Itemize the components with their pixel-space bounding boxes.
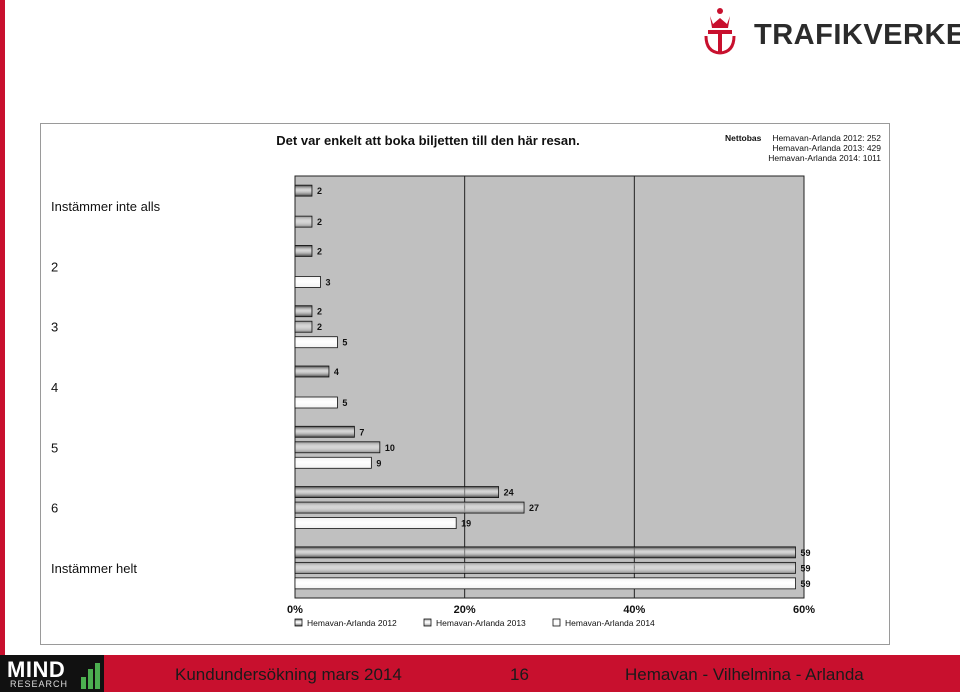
bar-value-label: 7 [359, 427, 364, 437]
bar-value-label: 3 [325, 277, 330, 287]
legend-swatch [294, 618, 303, 627]
base-note-line: Hemavan-Arlanda 2012: 252 [772, 133, 881, 143]
bar [294, 561, 796, 574]
bar [294, 577, 796, 590]
mind-research-logo: MIND RESEARCH [0, 655, 104, 692]
x-tick-label: 60% [793, 604, 815, 616]
bar-value-label: 5 [342, 338, 347, 348]
page-number: 16 [510, 665, 529, 684]
category-label: 4 [51, 380, 58, 395]
bar [294, 517, 457, 529]
footer-route: Hemavan - Vilhelmina - Arlanda [625, 665, 864, 684]
x-tick-label: 20% [454, 604, 476, 616]
bar-value-label: 2 [317, 322, 322, 332]
bar [294, 456, 372, 469]
bar-value-label: 2 [317, 186, 322, 196]
bar-value-label: 5 [342, 398, 347, 408]
bar-value-label: 59 [801, 579, 811, 589]
bar [294, 184, 313, 197]
x-tick-label: 0% [287, 604, 303, 616]
legend-label: Hemavan-Arlanda 2013 [436, 618, 526, 628]
bar-value-label: 4 [334, 367, 339, 377]
chart-title: Det var enkelt att boka biljetten till d… [276, 133, 579, 148]
bar [294, 396, 338, 409]
category-label: 6 [51, 501, 58, 516]
bar [294, 320, 313, 333]
category-label: Instämmer inte alls [51, 199, 161, 214]
bar-value-label: 24 [504, 488, 514, 498]
legend-label: Hemavan-Arlanda 2014 [565, 618, 655, 628]
bar [294, 276, 321, 288]
base-note-line: Hemavan-Arlanda 2013: 429 [772, 143, 881, 153]
bar [294, 546, 796, 559]
category-label: 3 [51, 320, 58, 335]
x-tick-label: 40% [623, 604, 645, 616]
bar [294, 425, 355, 438]
trafikverket-logo: TRAFIKVERKET [700, 6, 960, 56]
bar [294, 365, 330, 378]
bar-value-label: 59 [801, 563, 811, 573]
plot-area [294, 175, 805, 599]
legend-label: Hemavan-Arlanda 2012 [307, 618, 397, 628]
left-accent-strip [0, 0, 5, 655]
crown-emblem-icon [704, 8, 736, 55]
base-note-label: Nettobas [725, 133, 762, 143]
bar-value-label: 2 [317, 307, 322, 317]
bar [294, 305, 313, 318]
footer-bar: MIND RESEARCH Kundundersökning mars 2014… [0, 655, 960, 692]
bar [294, 245, 313, 257]
bar-value-label: 19 [461, 519, 471, 529]
bar-value-label: 59 [801, 548, 811, 558]
bar [294, 441, 381, 454]
bar [294, 215, 313, 228]
bar-chart: Det var enkelt att boka biljetten till d… [51, 133, 881, 628]
bar-value-label: 27 [529, 503, 539, 513]
legend-swatch [423, 618, 432, 627]
mind-logo-word: MIND [7, 657, 66, 682]
category-label: 2 [51, 259, 58, 274]
chart-frame: Det var enkelt att boka biljetten till d… [40, 123, 890, 645]
bar-graph-icon [81, 663, 100, 689]
footer-survey-title: Kundundersökning mars 2014 [175, 665, 402, 684]
bar-value-label: 2 [317, 246, 322, 256]
base-note-line: Hemavan-Arlanda 2014: 1011 [768, 153, 881, 163]
bar-value-label: 2 [317, 217, 322, 227]
legend-swatch [552, 618, 561, 627]
category-label: 5 [51, 440, 58, 455]
bar [294, 501, 525, 514]
logo-text: TRAFIKVERKET [754, 19, 960, 51]
bar-value-label: 10 [385, 443, 395, 453]
bar [294, 336, 338, 349]
bar-value-label: 9 [376, 458, 381, 468]
bar [294, 486, 500, 498]
mind-logo-subtitle: RESEARCH [10, 679, 69, 689]
category-label: Instämmer helt [51, 561, 137, 576]
